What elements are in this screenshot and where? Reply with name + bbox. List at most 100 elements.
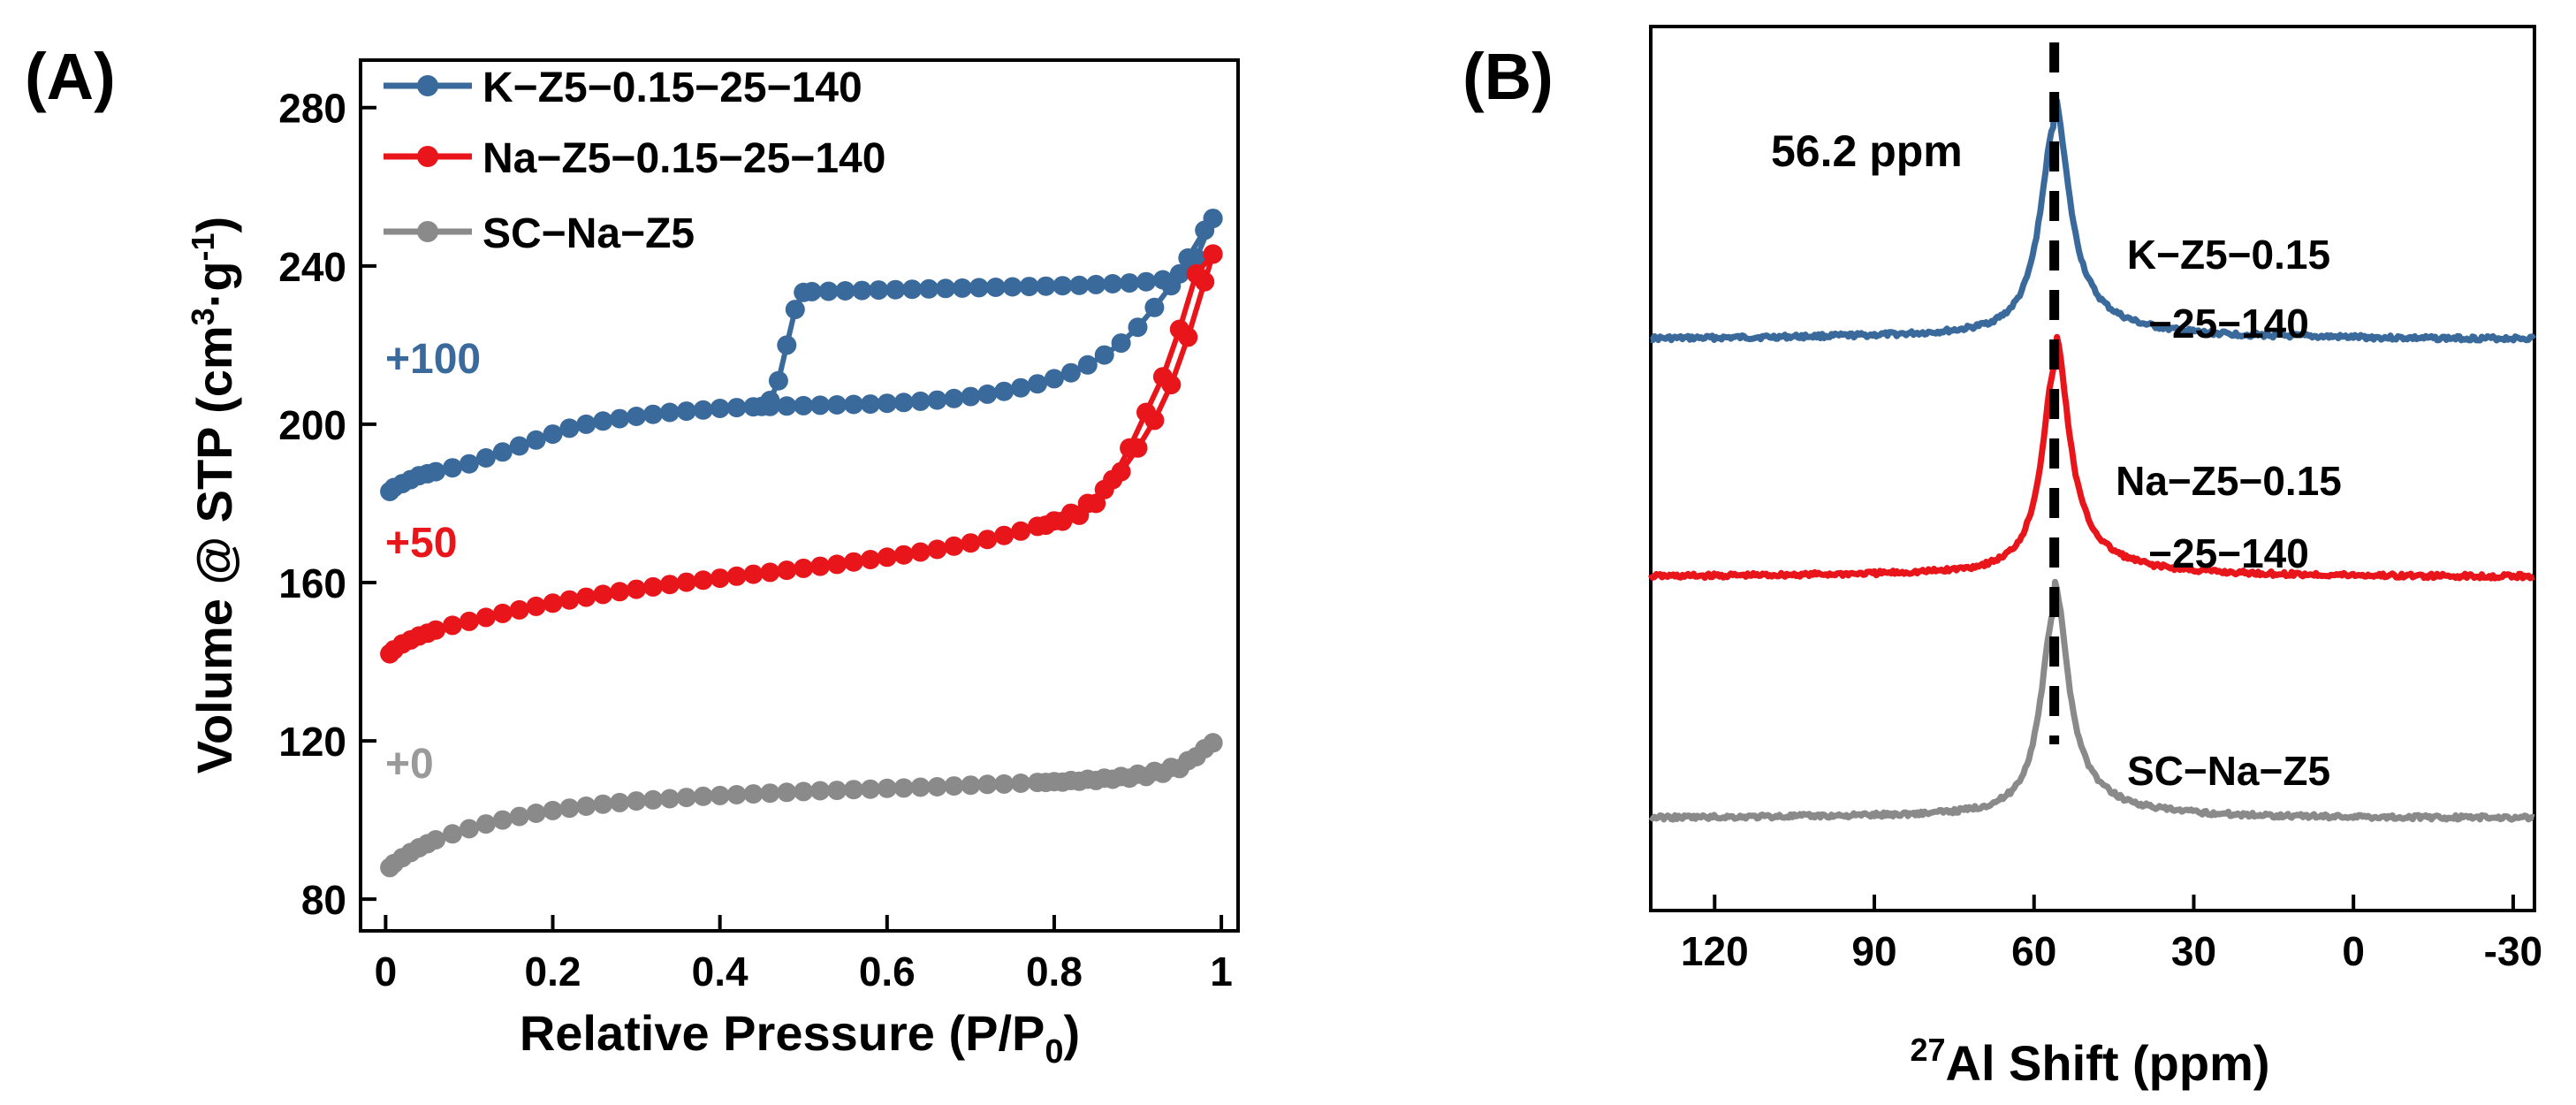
data-point <box>1152 367 1173 387</box>
series-1 <box>380 244 1223 664</box>
data-point <box>977 384 998 404</box>
data-point <box>1169 319 1189 339</box>
data-point <box>643 576 663 597</box>
panel-a-y-tick-label: 160 <box>278 560 346 606</box>
data-point <box>726 566 747 586</box>
data-point <box>910 391 931 411</box>
data-point <box>952 278 972 298</box>
data-point <box>1086 493 1106 514</box>
data-point <box>794 395 814 415</box>
panel-b-series <box>1647 95 2537 823</box>
data-point <box>785 300 805 320</box>
data-point <box>443 615 462 636</box>
data-point <box>676 572 696 592</box>
data-point <box>777 560 797 581</box>
data-point <box>860 779 880 799</box>
data-point <box>1103 274 1123 293</box>
data-point <box>910 542 931 562</box>
data-point <box>659 789 680 809</box>
data-point <box>885 279 906 300</box>
data-point <box>827 395 847 415</box>
data-point <box>726 398 747 418</box>
data-point <box>1203 733 1223 753</box>
data-point <box>777 396 797 416</box>
data-point <box>936 278 955 299</box>
data-point <box>610 408 630 429</box>
data-point <box>710 785 730 805</box>
data-point <box>877 393 897 414</box>
data-point <box>743 564 764 584</box>
data-point <box>1052 772 1073 792</box>
data-point <box>559 418 580 438</box>
data-point <box>676 788 696 808</box>
data-point <box>426 830 446 850</box>
panel-b-label: (B) <box>1463 40 1554 113</box>
data-point <box>910 777 931 797</box>
data-point <box>919 278 939 299</box>
data-point <box>593 794 613 814</box>
data-point <box>1069 505 1090 525</box>
label-sc: SC−Na−Z5 <box>2127 748 2330 794</box>
panel-a-y-axis-title: Volume @ STP (cm3·g-1) <box>185 217 242 774</box>
panel-a-x-tick-label: 1 <box>1210 949 1233 994</box>
data-point <box>509 436 529 456</box>
data-point <box>492 603 513 623</box>
offset-label-na: +50 <box>385 520 457 567</box>
data-point <box>1028 374 1047 394</box>
data-point <box>492 442 513 462</box>
data-point <box>994 525 1014 545</box>
data-point <box>827 781 847 801</box>
data-point <box>492 810 513 830</box>
data-point <box>1077 354 1098 375</box>
data-point <box>1128 317 1148 338</box>
data-point <box>459 611 479 631</box>
data-point <box>961 775 981 796</box>
data-point <box>777 335 797 355</box>
data-point <box>576 796 597 816</box>
data-point <box>985 278 1006 297</box>
data-point <box>1136 271 1156 292</box>
isotherm-desorption-line <box>760 217 1216 409</box>
data-point <box>1169 758 1189 779</box>
data-point <box>860 394 880 415</box>
data-point <box>1152 270 1173 290</box>
data-point <box>977 774 998 795</box>
data-point <box>443 824 462 844</box>
data-point <box>459 453 479 474</box>
panel-a: (A) 0 0.2 0.4 0.6 0.8 1 80 120 160 200 240 280 K−Z5… <box>25 40 1240 1071</box>
data-point <box>1011 521 1031 541</box>
data-point <box>1036 515 1056 536</box>
data-point <box>1044 369 1064 389</box>
data-point <box>426 461 446 482</box>
data-point <box>1052 276 1073 296</box>
label-k-line2: −25−140 <box>2148 301 2309 347</box>
data-point <box>576 414 597 434</box>
label-na-line2: −25−140 <box>2148 530 2309 576</box>
data-point <box>426 620 446 640</box>
data-point <box>994 774 1014 794</box>
data-point <box>844 552 863 572</box>
data-point <box>1060 362 1081 383</box>
panel-a-y-tick-label: 280 <box>278 86 346 132</box>
data-point <box>835 281 855 301</box>
panel-b-x-tick-label: 120 <box>1681 928 1749 974</box>
peak-annotation: 56.2 ppm <box>1771 126 1963 176</box>
data-point <box>627 579 647 599</box>
panel-a-legend: K−Z5−0.15−25−140 Na−Z5−0.15−25−140 SC−Na… <box>384 65 885 257</box>
data-point <box>543 424 563 445</box>
data-point <box>877 547 897 568</box>
data-point <box>1036 773 1056 793</box>
data-point <box>1120 273 1140 293</box>
data-point <box>1019 277 1039 297</box>
data-point <box>1094 345 1114 365</box>
data-point <box>559 798 580 819</box>
data-point <box>1103 469 1123 490</box>
data-point <box>610 792 630 812</box>
data-point <box>627 407 647 426</box>
legend-marker-na <box>417 146 438 167</box>
data-point <box>643 789 663 810</box>
data-point <box>509 599 529 620</box>
data-point <box>526 430 546 450</box>
data-point <box>676 401 696 422</box>
isotherm-adsorption-line <box>388 740 1215 870</box>
